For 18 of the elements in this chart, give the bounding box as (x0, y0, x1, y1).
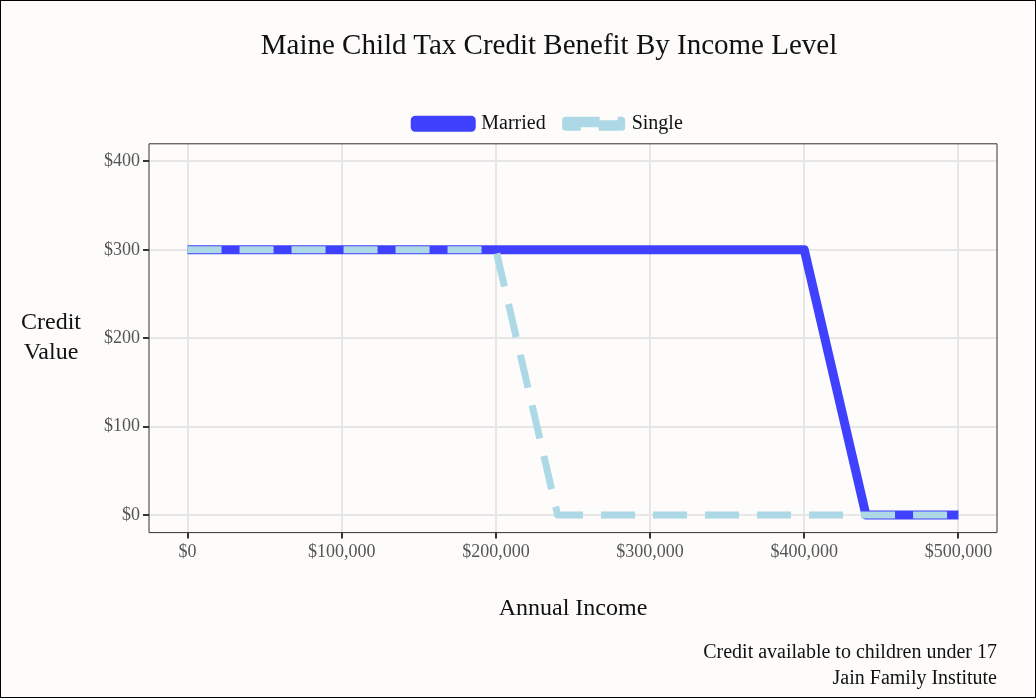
x-tick-label: $500,000 (924, 541, 993, 562)
x-tick-label: $300,000 (616, 541, 684, 562)
y-tick-label: $400 (104, 150, 140, 171)
legend-label: Married (481, 111, 546, 134)
x-tick-label: $100,000 (307, 541, 376, 562)
x-tick-label: $200,000 (462, 541, 530, 562)
x-tick-label: $0 (178, 541, 197, 562)
y-tick-label: $200 (104, 326, 140, 347)
text: Jain Family Institute (832, 666, 998, 690)
chart-title: Maine Child Tax Credit Benefit By Income Level (260, 28, 838, 61)
y-tick-label: $0 (122, 503, 140, 524)
text: Credit available to children under 17 (703, 640, 997, 663)
legend-label: Single (631, 111, 683, 135)
y-axis-title: Credit Value (21, 308, 82, 365)
y-tick-label: $300 (104, 238, 140, 259)
x-axis-title: Annual Income (498, 593, 648, 620)
x-tick-label: $400,000 (770, 541, 839, 562)
y-tick-label: $100 (104, 415, 140, 436)
